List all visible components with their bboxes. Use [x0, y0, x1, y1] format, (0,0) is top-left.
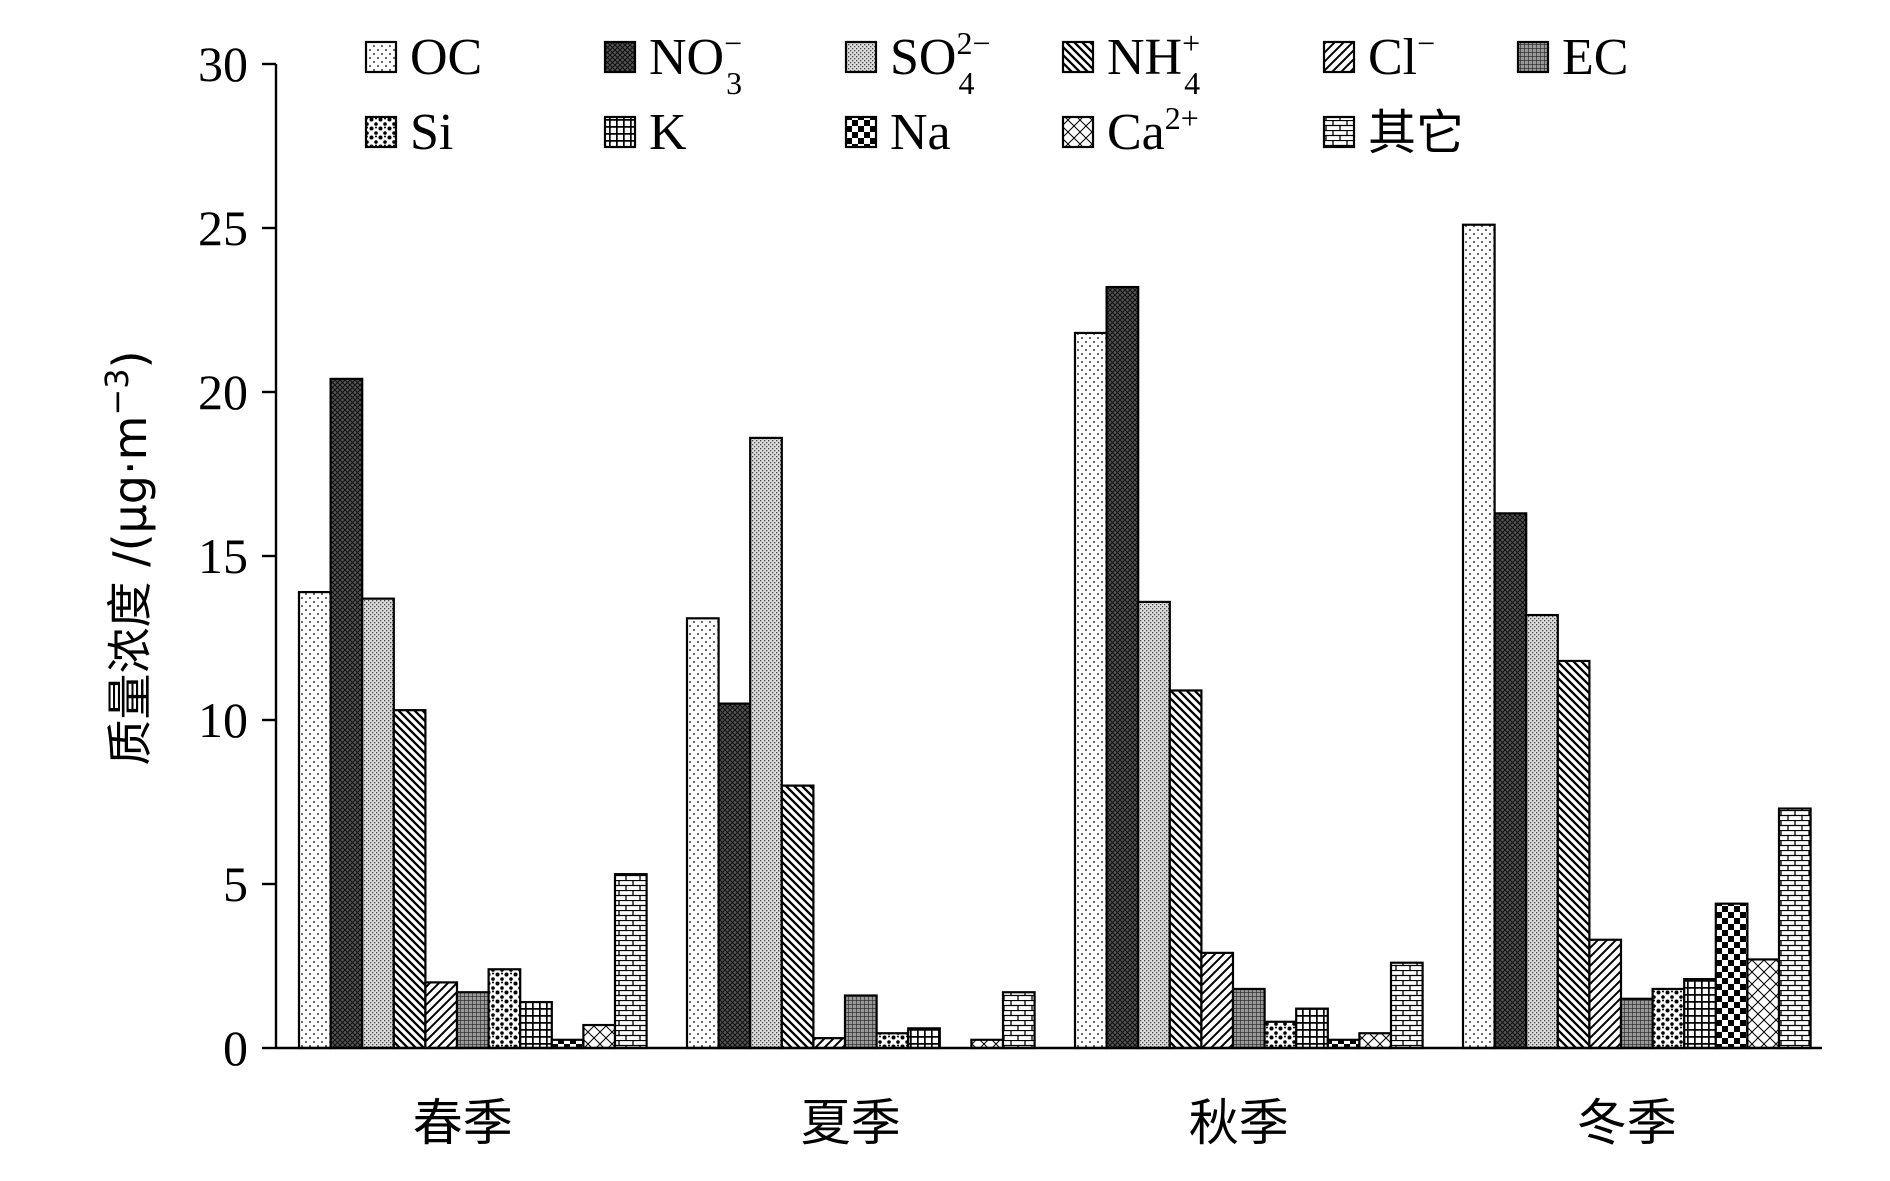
x-tick-label: 冬季 [1577, 1094, 1677, 1152]
legend-label: Na [890, 104, 951, 161]
bar [780, 784, 815, 1050]
legend-label: 其它 [1368, 105, 1464, 161]
y-tick-label: 5 [223, 856, 248, 912]
legend-swatch [844, 115, 878, 149]
legend-label: NH+ 4 [1107, 25, 1200, 101]
bar-group-3 [1073, 285, 1424, 1050]
bar [875, 1032, 910, 1050]
legend-swatch [364, 115, 398, 149]
bar [843, 994, 878, 1050]
bar-group-1 [297, 377, 648, 1050]
bar-group-4 [1461, 223, 1812, 1050]
bar [1137, 600, 1171, 1050]
legend-label: SO2− 4 [890, 25, 991, 101]
legend-label: OC [410, 29, 482, 86]
bar [1746, 958, 1781, 1050]
bar-group-2 [685, 436, 1036, 1050]
x-axis: 春季 夏季 秋季 冬季 [276, 1046, 1822, 1152]
bar [455, 991, 490, 1050]
legend-label: K [649, 104, 687, 161]
bar [1777, 807, 1812, 1050]
bar [297, 590, 332, 1050]
legend-swatch [603, 115, 637, 149]
bar [1326, 1038, 1361, 1050]
legend-label: Si [410, 104, 453, 161]
legend-item: Ca2+ [1061, 100, 1199, 161]
y-tick-label: 25 [198, 200, 248, 256]
y-axis: 0 5 10 15 20 25 30 [198, 36, 278, 1076]
bar [1200, 951, 1235, 1050]
legend-item: Si [364, 104, 453, 161]
legend-item: OC [364, 29, 482, 86]
legend-item: NO− 3 [603, 25, 742, 101]
legend-swatch [1061, 40, 1095, 74]
legend-swatch [603, 40, 637, 74]
bar [1295, 1007, 1329, 1050]
bar [907, 1027, 941, 1050]
bar [1588, 938, 1623, 1050]
y-axis-label: 质量浓度 /(μg·m−3) [98, 350, 157, 765]
legend-swatch [1061, 115, 1095, 149]
legend-item: NH+ 4 [1061, 25, 1200, 101]
legend-swatch [844, 40, 878, 74]
bar [424, 981, 459, 1050]
legend-swatch [364, 40, 398, 74]
bar [1358, 1032, 1393, 1050]
bar [1714, 902, 1749, 1050]
bar [582, 1023, 617, 1050]
y-tick-label: 15 [198, 528, 248, 584]
bar [812, 1037, 847, 1050]
y-axis-title: 质量浓度 /(μg·m−3) [98, 350, 157, 765]
legend-item: EC [1516, 29, 1628, 86]
bar [749, 436, 783, 1050]
bar [1263, 1020, 1298, 1050]
bar [970, 1038, 1005, 1050]
legend-label: NO− 3 [649, 25, 742, 101]
bar [1168, 689, 1203, 1050]
bar [685, 617, 720, 1050]
legend: OC NO− 3 SO2− 4 NH+ 4 Cl− EC Si K Na Ca2+ 其它 [364, 25, 1628, 161]
bar [392, 709, 427, 1050]
legend-swatch [1516, 40, 1550, 74]
x-tick-label: 秋季 [1189, 1094, 1289, 1152]
legend-label: Cl− [1368, 25, 1435, 86]
bars [297, 223, 1812, 1050]
legend-label: EC [1562, 29, 1628, 86]
legend-label: Ca2+ [1107, 100, 1199, 161]
legend-item: SO2− 4 [844, 25, 991, 101]
legend-item: Cl− [1322, 25, 1435, 86]
bar [1389, 961, 1424, 1050]
bar [1231, 987, 1266, 1050]
bar [717, 702, 752, 1050]
x-tick-label: 春季 [413, 1094, 513, 1152]
x-tick-label: 夏季 [801, 1094, 901, 1152]
bar [361, 597, 395, 1050]
bar [519, 1000, 553, 1050]
bar [1073, 331, 1108, 1050]
y-tick-label: 10 [198, 692, 248, 748]
bar [1461, 223, 1496, 1050]
legend-item: 其它 [1322, 105, 1464, 161]
bar [1651, 987, 1686, 1050]
legend-swatch [1322, 115, 1356, 149]
bar [1683, 978, 1717, 1050]
bar [1001, 991, 1036, 1050]
bar [1493, 512, 1528, 1050]
bar [1525, 613, 1559, 1050]
bar [1105, 285, 1140, 1050]
legend-item: K [603, 104, 687, 161]
y-tick-label: 30 [198, 36, 248, 92]
bar [329, 377, 364, 1050]
bar [550, 1038, 585, 1050]
bar [1619, 997, 1654, 1050]
bar [613, 873, 648, 1050]
y-tick-label: 0 [223, 1020, 248, 1076]
y-tick-label: 20 [198, 364, 248, 420]
legend-swatch [1322, 40, 1356, 74]
bar [1556, 659, 1591, 1050]
legend-item: Na [844, 104, 951, 161]
bar [487, 968, 522, 1050]
